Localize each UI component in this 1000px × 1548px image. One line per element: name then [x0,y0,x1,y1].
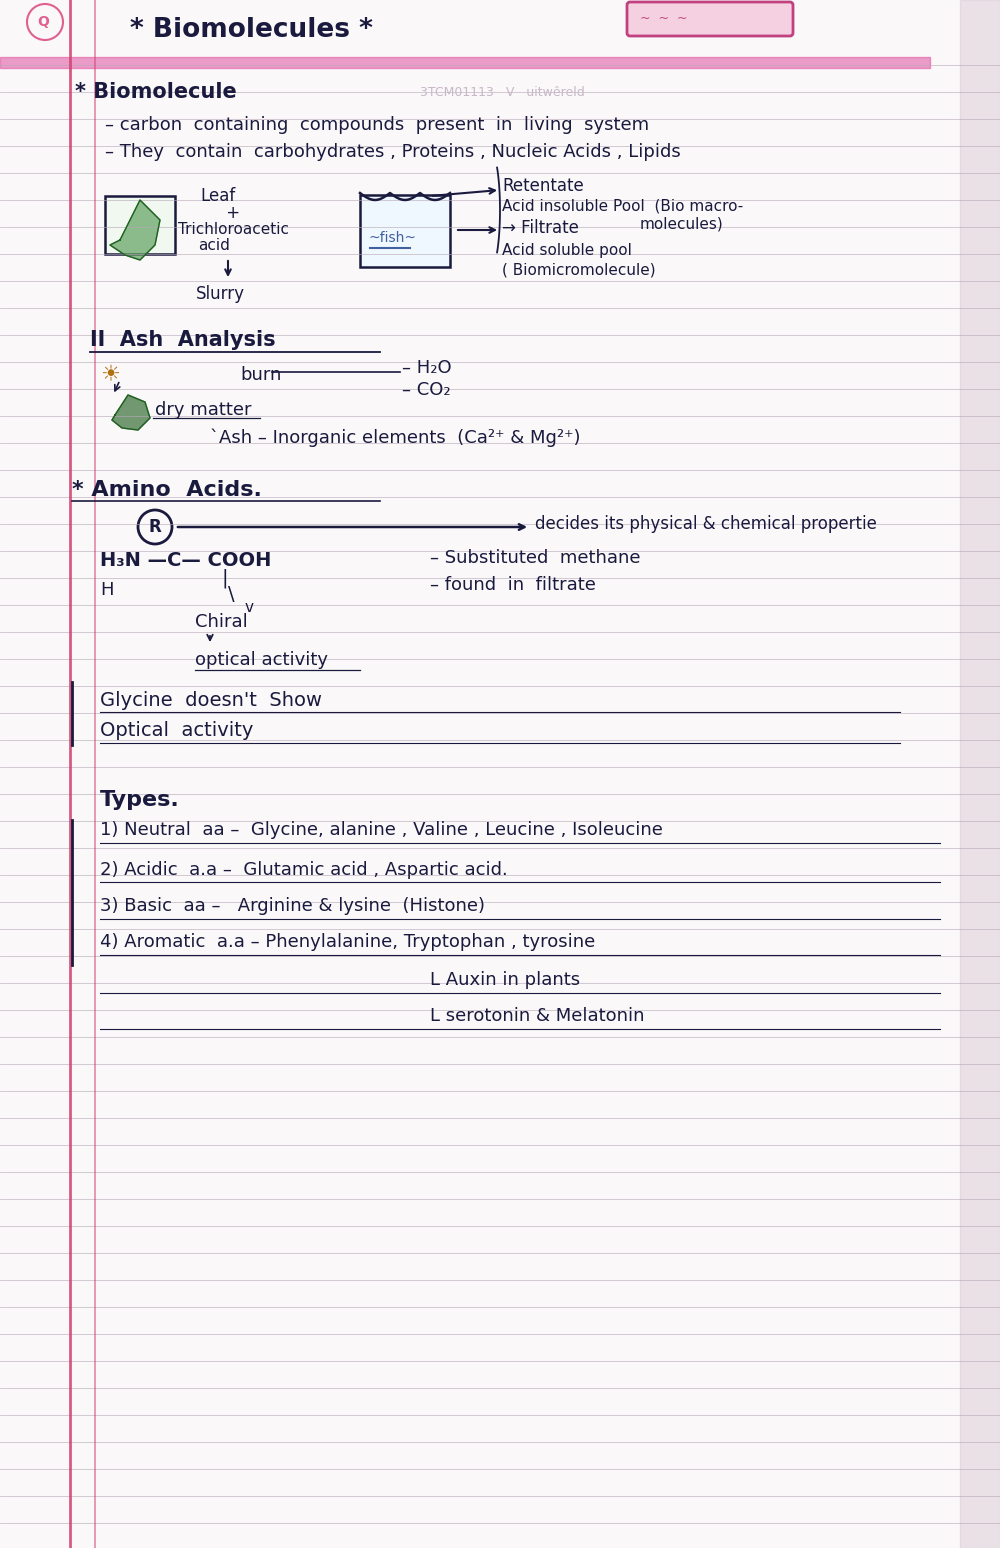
Text: Glycine  doesn't  Show: Glycine doesn't Show [100,690,322,709]
Text: Optical  activity: Optical activity [100,720,253,740]
Text: II  Ash  Analysis: II Ash Analysis [90,330,276,350]
Bar [360,195,450,266]
Text: \: \ [228,585,235,604]
Text: * Biomolecule: * Biomolecule [75,82,237,102]
Text: decides its physical & chemical propertie: decides its physical & chemical properti… [535,515,877,533]
Text: 4) Aromatic  a.a – Phenylalanine, Tryptophan , tyrosine: 4) Aromatic a.a – Phenylalanine, Tryptop… [100,933,595,950]
Text: 3) Basic  aa –   Arginine & lysine  (Histone): 3) Basic aa – Arginine & lysine (Histone… [100,896,485,915]
Polygon shape [112,395,150,430]
Text: L Auxin in plants: L Auxin in plants [430,971,580,989]
Text: * Amino  Acids.: * Amino Acids. [72,480,262,500]
Text: +: + [200,204,240,221]
Text: Trichloroacetic: Trichloroacetic [178,221,289,237]
Text: 1) Neutral  aa –  Glycine, alanine , Valine , Leucine , Isoleucine: 1) Neutral aa – Glycine, alanine , Valin… [100,820,663,839]
Text: Types.: Types. [100,789,180,810]
Text: Slurry: Slurry [196,285,245,303]
Polygon shape [110,200,160,260]
Text: Acid insoluble Pool  (Bio macro-: Acid insoluble Pool (Bio macro- [502,198,743,214]
Text: L serotonin & Melatonin: L serotonin & Melatonin [430,1008,644,1025]
Text: – found  in  filtrate: – found in filtrate [430,576,596,594]
Text: |: | [222,568,229,588]
Text: burn: burn [240,365,281,384]
Text: Q: Q [37,15,49,29]
Text: – H₂O: – H₂O [402,359,452,378]
Text: – They  contain  carbohydrates , Proteins , Nucleic Acids , Lipids: – They contain carbohydrates , Proteins … [105,142,681,161]
Text: H₃N —C— COOH: H₃N —C— COOH [100,551,271,570]
Text: ~  ~  ~: ~ ~ ~ [640,12,688,25]
FancyBboxPatch shape [627,2,793,36]
Text: `Ash – Inorganic elements  (Ca²⁺ & Mg²⁺): `Ash – Inorganic elements (Ca²⁺ & Mg²⁺) [210,429,580,447]
Text: Chiral: Chiral [195,613,248,632]
Text: 2) Acidic  a.a –  Glutamic acid , Aspartic acid.: 2) Acidic a.a – Glutamic acid , Aspartic… [100,861,508,879]
Text: Retentate: Retentate [502,176,584,195]
Text: * Biomolecules *: * Biomolecules * [130,17,373,43]
Text: H: H [100,580,114,599]
Text: Leaf: Leaf [200,187,235,204]
Text: Acid soluble pool: Acid soluble pool [502,243,632,257]
Text: 3TCM01113   V   uitwêreld: 3TCM01113 V uitwêreld [420,85,585,99]
Text: – CO₂: – CO₂ [402,381,451,399]
Text: ( Biomicromolecule): ( Biomicromolecule) [502,263,656,277]
Text: R: R [148,519,161,536]
Text: acid: acid [198,238,230,254]
Text: ☀: ☀ [100,365,120,385]
Text: – Substituted  methane: – Substituted methane [430,550,640,567]
Text: dry matter: dry matter [155,401,252,420]
Text: optical activity: optical activity [195,652,328,669]
Text: → Filtrate: → Filtrate [502,218,579,237]
Text: molecules): molecules) [640,217,724,232]
Text: v: v [245,601,254,616]
Text: ~fish~: ~fish~ [368,231,416,245]
Text: – carbon  containing  compounds  present  in  living  system: – carbon containing compounds present in… [105,116,649,135]
Bar [105,197,175,254]
